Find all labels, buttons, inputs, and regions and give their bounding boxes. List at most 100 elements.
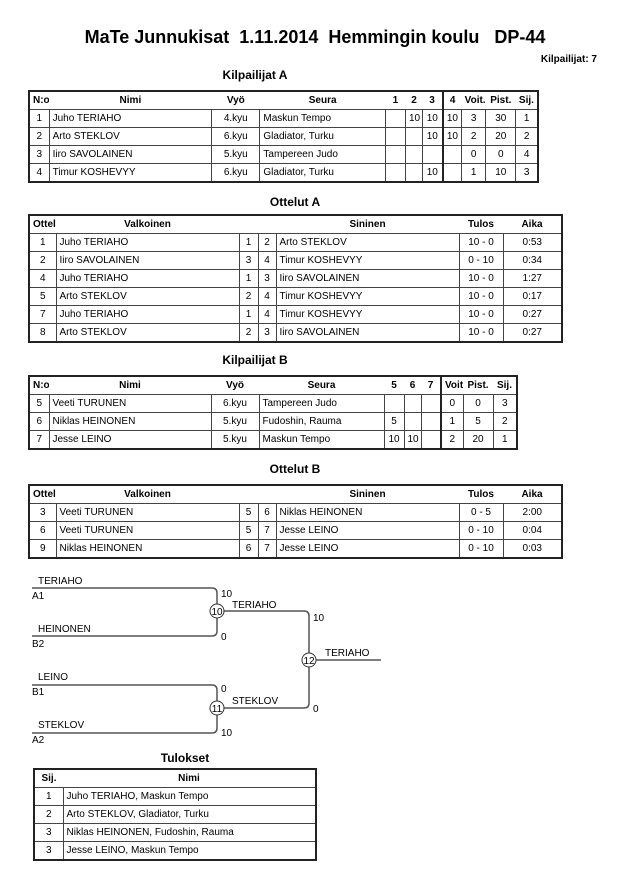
header-row: Sij. Nimi — [34, 769, 316, 788]
semi1-top-name: TERIAHO — [38, 576, 83, 587]
column-header: Voit. — [440, 376, 463, 395]
final-winner: TERIAHO — [325, 648, 370, 659]
table-cell — [420, 412, 442, 431]
match-12-circle — [301, 652, 317, 668]
table-cell: 1 — [461, 163, 487, 183]
table-cell: 10 - 0 — [458, 269, 504, 288]
bracket: 10 11 12 TERIAHO A1 10 HEINONEN B2 0 TER… — [32, 576, 381, 746]
column-header: 6 — [409, 380, 416, 391]
table-cell: Gladiator, Turku — [259, 163, 386, 183]
table-row: 1 Juho TERIAHO, Maskun Tempo — [33, 787, 317, 806]
table-cell: 1 — [238, 305, 259, 324]
match-11-number: 11 — [212, 704, 223, 715]
column-header: 5 — [391, 380, 397, 391]
column-header: Nimi — [178, 773, 200, 784]
table-cell: Tampereen Judo — [259, 145, 386, 164]
table-cell: 1 — [515, 109, 539, 128]
table-cell: Iiro SAVOLAINEN — [48, 145, 213, 164]
table-cell: 30 — [485, 109, 517, 128]
table-row: 5 Veeti TURUNEN 6.kyu Tampereen Judo 0 0 3 — [28, 394, 518, 413]
column-header: Aika — [521, 219, 543, 230]
table-cell: Arto STEKLOV — [48, 127, 213, 146]
bracket-line — [32, 715, 218, 734]
table-cell: 10 — [441, 109, 463, 128]
table-cell: 1:27 — [502, 269, 563, 288]
table-cell: Jesse LEINO — [275, 539, 460, 559]
column-header: Seura — [308, 95, 337, 106]
table-cell: Iiro SAVOLAINEN — [275, 269, 460, 288]
table-cell: Jesse LEINO — [275, 521, 460, 540]
table-cell: 1 — [238, 269, 259, 288]
table-cell: Iiro SAVOLAINEN — [275, 323, 460, 343]
table-cell: 0 — [462, 394, 494, 413]
semi2-top-name: LEINO — [38, 672, 68, 683]
table-cell: Timur KOSHEVYY — [275, 305, 460, 324]
table-cell: Arto STEKLOV — [55, 287, 240, 306]
table-cell: 4 — [257, 251, 277, 270]
table-cell: Gladiator, Turku — [259, 127, 386, 146]
table-cell: 5.kyu — [211, 145, 261, 164]
table-cell: 0:27 — [502, 305, 563, 324]
bracket-line — [224, 610, 310, 653]
table-cell: 3 — [257, 269, 277, 288]
table-cell: Timur KOSHEVYY — [48, 163, 213, 183]
header-row: N:o Nimi Vyö Seura 1 2 3 4 Voit. Pist. Sij. — [29, 91, 538, 110]
column-header: Sij. — [41, 773, 57, 784]
column-header: 3 — [429, 95, 435, 106]
table-cell: 3 — [515, 163, 539, 183]
column-header: Seura — [307, 380, 336, 391]
table-cell: 3 — [33, 823, 64, 842]
bracket-line — [32, 618, 218, 637]
table-cell: 1 — [492, 430, 518, 450]
table-cell: 0 - 5 — [458, 503, 504, 522]
table-cell: 0:03 — [502, 539, 563, 559]
table-cell: 2 — [461, 127, 487, 146]
table-cell — [441, 163, 463, 183]
table-cell: 6.kyu — [211, 127, 261, 146]
table-row: 3 Niklas HEINONEN, Fudoshin, Rauma — [33, 823, 317, 842]
table-cell: 10 - 0 — [458, 287, 504, 306]
table-cell: 0:53 — [502, 233, 563, 252]
table-cell: 0 - 10 — [458, 521, 504, 540]
match-12-number: 12 — [303, 656, 315, 667]
table-row: 5 Arto STEKLOV 2 4 Timur KOSHEVYY 10 - 0 0:17 — [28, 287, 563, 306]
table-cell: 5 — [238, 503, 259, 522]
table-cell: 10 — [403, 430, 422, 450]
table-cell: 4.kyu — [211, 109, 261, 128]
table-cell: Timur KOSHEVYY — [275, 251, 460, 270]
table-row: 4 Juho TERIAHO 1 3 Iiro SAVOLAINEN 10 - 0 1:27 — [28, 269, 563, 288]
table-row: 8 Arto STEKLOV 2 3 Iiro SAVOLAINEN 10 - 0 0:27 — [28, 323, 563, 343]
matches-b-title: Ottelut B — [269, 462, 321, 476]
table-cell — [422, 145, 444, 164]
table-cell: 10 - 0 — [458, 305, 504, 324]
table-cell: Niklas HEINONEN, Fudoshin, Rauma — [62, 823, 317, 842]
table-row: 3 Veeti TURUNEN 5 6 Niklas HEINONEN 0 - 5 2:00 — [28, 503, 563, 522]
table-cell: Tampereen Judo — [258, 394, 385, 413]
table-cell: Juho TERIAHO — [55, 269, 240, 288]
table-cell: 5 — [383, 412, 405, 431]
table-cell: 4 — [257, 305, 277, 324]
matches-a-title: Ottelut A — [269, 195, 321, 209]
pool-a-title: Kilpailijat A — [222, 68, 288, 82]
table-cell — [420, 394, 442, 413]
table-cell: 2 — [440, 430, 464, 450]
table-cell: 8 — [28, 323, 57, 343]
table-cell: 0 — [461, 145, 487, 164]
table-cell: 0 - 10 — [458, 251, 504, 270]
table-cell: 3 — [28, 503, 57, 522]
table-row: 3 Iiro SAVOLAINEN 5.kyu Tampereen Judo 0 0 4 — [28, 145, 539, 164]
table-cell: 2 — [238, 323, 259, 343]
table-cell: Veeti TURUNEN — [55, 503, 240, 522]
table-cell: 5.kyu — [210, 430, 260, 450]
table-cell: 9 — [28, 539, 57, 559]
table-cell: Jesse LEINO — [48, 430, 212, 450]
table-cell: 6.kyu — [211, 163, 261, 183]
semi1-bottom-score: 0 — [221, 632, 227, 643]
table-cell: 10 — [422, 163, 444, 183]
table-cell: 2 — [28, 127, 50, 146]
column-header — [258, 215, 276, 234]
table-cell: 5.kyu — [210, 412, 260, 431]
column-header: Sininen — [349, 219, 386, 230]
column-header: 7 — [427, 380, 434, 391]
results-table: Sij. Nimi 1 Juho TERIAHO, Maskun Tempo 2 Arto… — [33, 768, 317, 861]
